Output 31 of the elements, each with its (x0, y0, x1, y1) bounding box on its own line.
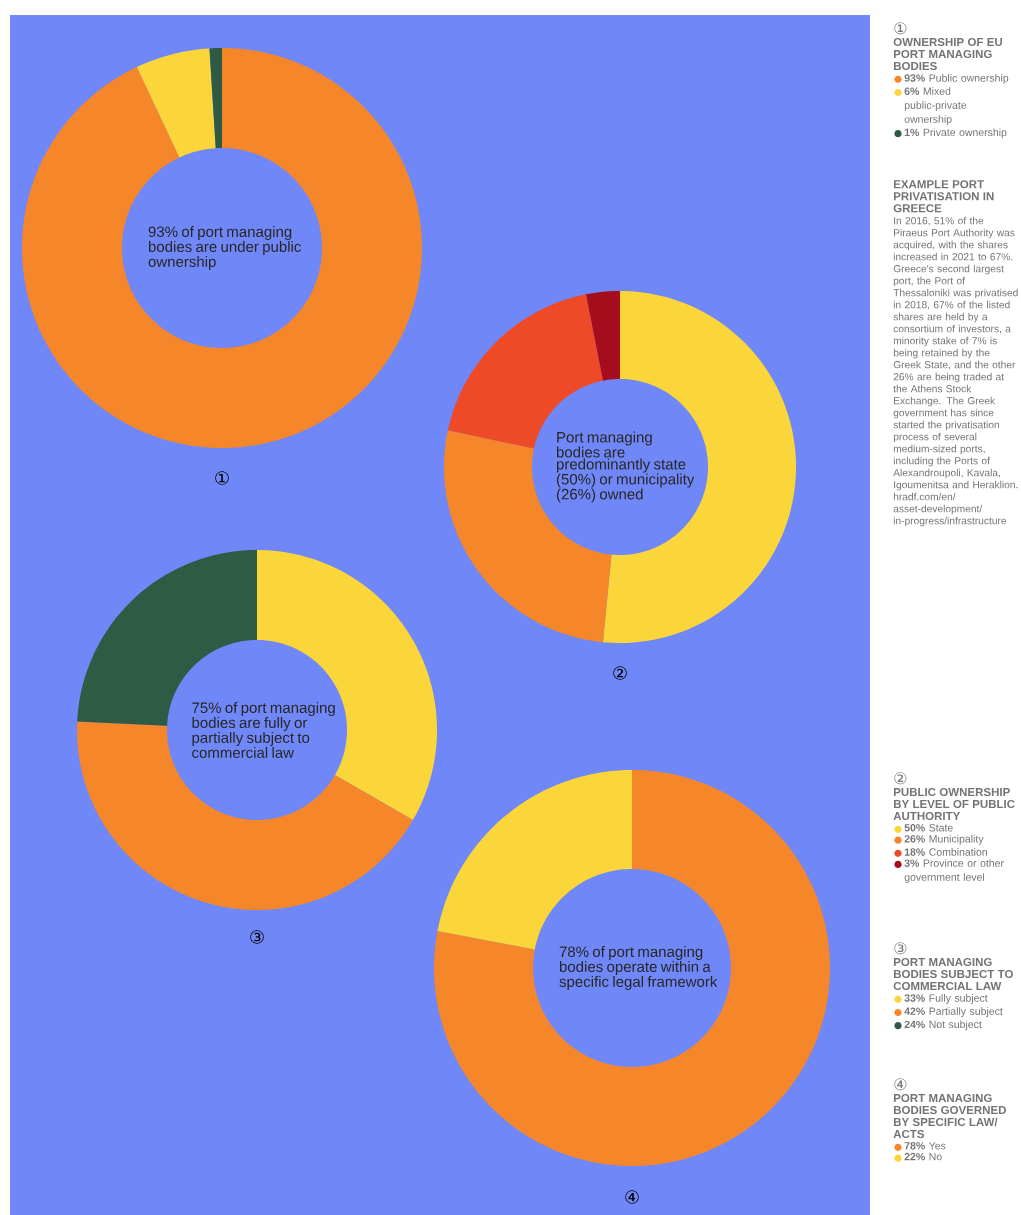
text: 93% of port managing bodies are under public ownership (148, 226, 301, 270)
text: ② (613, 666, 627, 680)
text: EXAMPLE PORT PRIVATISATION IN GREECE (893, 180, 994, 213)
text: In 2016, 51% of the Piraeus Port Authority was acquired, with the shares increased in 2021 to 67%. Greece's second largest port, the Port of Thessaloniki was privatised in 2018, 67% of the listed shares are held by a consortium of investors, a minority stake of 7% is being retained by the Greek State, and the other 26% are being traded at the Athens Stock Exchange. The Greek government has since started the privatisation process of several medium-sized ports, including the Ports of Alexandroupoli, Kavala, Igoumenitsa and Heraklion. (893, 216, 1018, 491)
text: ① (215, 471, 229, 485)
text: ④ (625, 1190, 639, 1204)
legend-label: 50% State (904, 824, 953, 832)
legend-label: 93% Public ownership (904, 74, 1009, 84)
text: PORT MANAGING BODIES GOVERNED BY SPECIFIC LAW/ ACTS (893, 1093, 1006, 1139)
legend-label: 6% Mixed public-private ownership (904, 87, 967, 125)
text: ④ (894, 1078, 907, 1091)
legend-label: 22% No (904, 1152, 942, 1161)
text: PORT MANAGING BODIES SUBJECT TO COMMERCIAL LAW (893, 957, 1013, 991)
chart-subtitle: ① (894, 22, 907, 35)
legend-label: 26% Municipality (904, 834, 984, 845)
legend-label: 33% Fully subject (904, 994, 988, 1004)
legend-label: 1% Private ownership (904, 128, 1007, 139)
text: ③ (250, 930, 264, 944)
chart-title: OWNERSHIP OF EU PORT MANAGING BODIES (893, 37, 1003, 71)
text: ③ (894, 942, 907, 955)
legend-label: 42% Partially subject (904, 1007, 1003, 1017)
legend-label: 3% Province or other government level (904, 859, 1004, 883)
text: PUBLIC OWNERSHIP BY LEVEL OF PUBLIC AUTHORITY (893, 787, 1015, 821)
text: ② (894, 772, 907, 785)
text: hradf.com/en/asset-development/in-progress/infrastructure (893, 492, 1007, 527)
legend-label: 78% Yes (904, 1142, 946, 1150)
text: 75% of port managing bodies are fully or partially subject to commercial law (192, 702, 335, 758)
legend-label: 18% Combination (904, 848, 987, 856)
legend-label: 24% Not subject (904, 1020, 982, 1031)
text: Port managing bodies are predominantly state (50%) or municipality (26%) owned (556, 431, 695, 503)
text: 78% of port managing bodies operate within a specific legal framework (559, 946, 718, 990)
